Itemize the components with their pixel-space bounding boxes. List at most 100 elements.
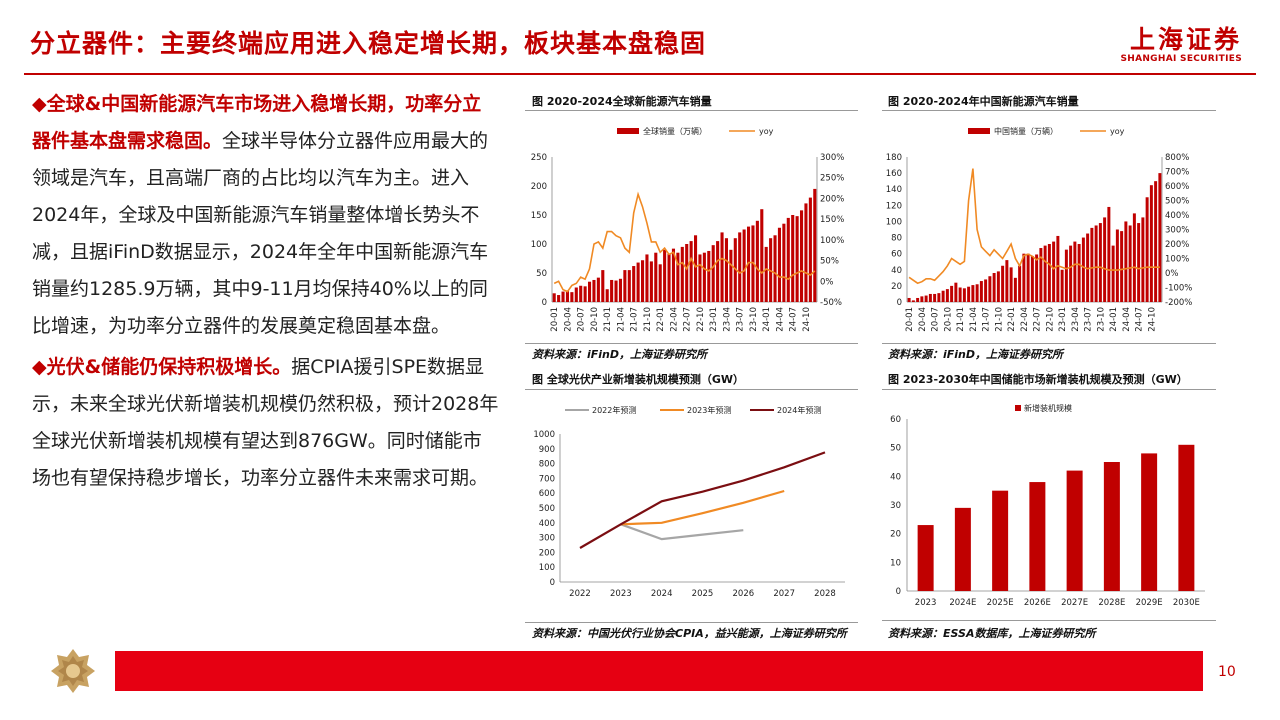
bar (1009, 267, 1013, 302)
y-tick-label: 20 (890, 530, 901, 540)
bar (618, 278, 623, 302)
bar (1115, 229, 1119, 302)
x-tick-label: 23-04 (722, 307, 732, 332)
bar (988, 276, 992, 302)
bar (627, 270, 631, 302)
chart-china-nev-sales: 中国销量（万辆） yoy 0 20 40 60 80 100 120 140 160 180 -200%… (886, 126, 1193, 332)
chart3-title-rule (525, 389, 858, 390)
y-tick-label: 200 (539, 548, 555, 558)
chart-pv-installations: 2022年预测 2023年预测 2024年预测 0 100 200 300 400 500 600… (533, 405, 845, 599)
bar (685, 244, 689, 302)
y-tick-label: 140 (886, 185, 902, 195)
bar (1077, 244, 1081, 302)
slide-title: 分立器件：主要终端应用进入稳定增长期，板块基本盘稳固 (30, 29, 707, 58)
bar (1178, 444, 1195, 591)
bar (1145, 197, 1149, 302)
x-tick-label: 20-04 (563, 307, 573, 332)
chart1-title-rule (525, 110, 858, 111)
bar (799, 210, 804, 302)
legend-label-line: yoy (759, 127, 774, 136)
x-tick-label: 2026 (733, 589, 755, 599)
bar (583, 286, 587, 302)
bar (992, 490, 1009, 591)
bar (1052, 241, 1056, 302)
bar (1013, 277, 1017, 302)
x-tick-label: 23-01 (709, 307, 719, 332)
x-tick-label: 20-10 (590, 307, 600, 332)
y2-tick-label: 100% (1165, 255, 1189, 265)
bar (1029, 482, 1046, 591)
bar (777, 227, 782, 302)
bar (950, 285, 954, 302)
bar (610, 279, 614, 302)
body-text: ◆全球&中国新能源汽车市场进入稳增长期，功率分立器件基本盘需求稳固。全球半导体分… (32, 86, 500, 501)
y-tick-label: 0 (896, 587, 901, 597)
bar (671, 248, 676, 302)
chart3-title: 图 全球光伏产业新增装机规模预测（GW） (532, 373, 744, 386)
y-tick-label: 10 (890, 558, 901, 568)
x-tick-label: 22-07 (683, 307, 693, 332)
bar (557, 295, 561, 302)
x-tick-label: 21-01 (956, 307, 966, 332)
y-tick-label: 20 (891, 282, 902, 292)
y-tick-label: 0 (550, 578, 555, 588)
bar (967, 286, 971, 302)
bar (755, 220, 759, 302)
bar (1030, 256, 1034, 302)
yoy-line (908, 168, 1160, 285)
bar (716, 241, 720, 302)
x-tick-label: 2022 (569, 589, 591, 599)
bar (1022, 253, 1026, 302)
bar (579, 285, 583, 302)
y-tick-label: 40 (890, 472, 901, 482)
x-tick-label: 2030E (1173, 598, 1200, 608)
y-tick-label: 0 (897, 298, 902, 308)
bar (667, 253, 671, 302)
y-tick-label: 100 (539, 563, 555, 573)
chart4-title-rule (882, 389, 1216, 390)
x-tick-label: 20-10 (943, 307, 953, 332)
x-tick-label: 23-10 (1096, 307, 1106, 332)
bar (636, 262, 640, 302)
y2-tick-label: 300% (1165, 226, 1189, 236)
bar (640, 260, 645, 302)
x-tick-label: 24-01 (762, 307, 772, 332)
paragraph-ev-headline: 全球&中国新能源汽车市场进入稳增长期，功率分立器件基本盘需求稳固。 (32, 93, 482, 152)
y-tick-label: 200 (531, 182, 547, 192)
y-tick-label: 120 (886, 201, 902, 211)
legend-label-line: yoy (1110, 127, 1125, 136)
bar (649, 261, 653, 302)
x-tick-label: 22-01 (656, 307, 666, 332)
bar (979, 281, 983, 302)
x-tick-label: 20-07 (577, 307, 587, 332)
diamond-bullet-icon: ◆ (32, 93, 47, 115)
y-tick-label: 700 (539, 474, 555, 484)
bar (676, 252, 680, 302)
chart2-source: 资料来源：iFinD，上海证券研究所 (888, 348, 1064, 361)
series-line (620, 489, 785, 526)
bar (592, 279, 596, 302)
bar (992, 273, 996, 302)
bar (1111, 245, 1115, 302)
y-tick-label: 60 (890, 415, 901, 425)
bar (945, 289, 949, 302)
x-tick-label: 21-10 (994, 307, 1004, 332)
yoy-line (553, 191, 816, 293)
bar (561, 291, 565, 302)
chart4-source-rule (882, 620, 1216, 621)
x-tick-label: 24-10 (802, 307, 812, 332)
bar (795, 216, 799, 302)
x-tick-label: 23-07 (1084, 307, 1094, 332)
y-tick-label: 100 (531, 240, 547, 250)
y-tick-label: 50 (536, 269, 547, 279)
bar (1128, 225, 1132, 302)
bar (937, 293, 941, 302)
bar (971, 285, 975, 302)
chart1-title: 图 2020-2024全球新能源汽车销量 (532, 95, 712, 108)
x-tick-label: 2028 (814, 589, 836, 599)
legend-label-bar: 全球销量（万辆） (643, 126, 707, 136)
bar (1047, 244, 1051, 302)
bar (941, 290, 945, 302)
bar (1081, 237, 1085, 302)
x-tick-label: 21-07 (982, 307, 992, 332)
